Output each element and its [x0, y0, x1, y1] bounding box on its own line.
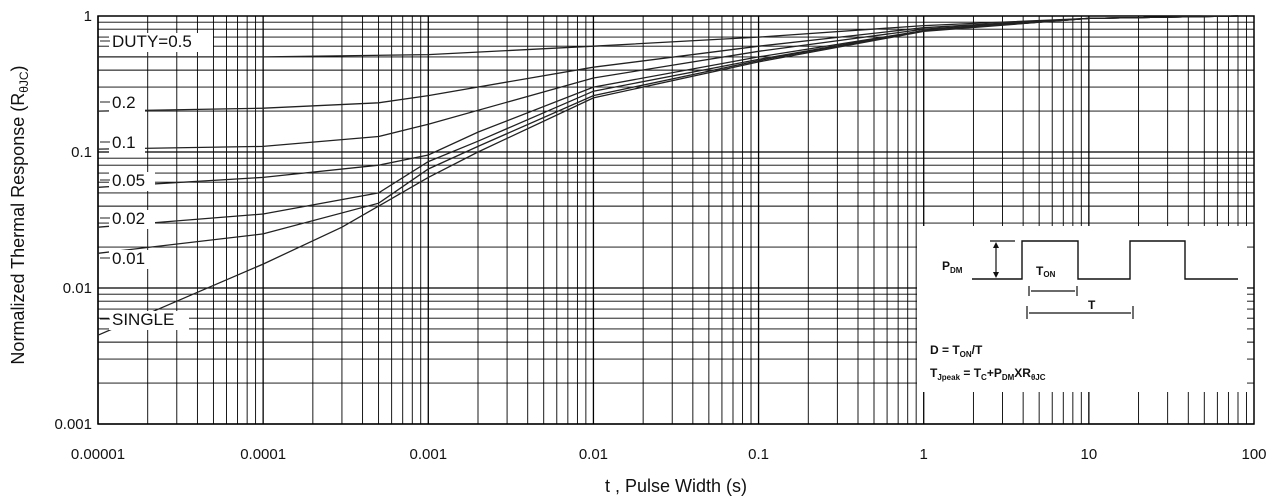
curve-label-3: 0.05: [112, 171, 145, 190]
curve-label-6: SINGLE: [112, 310, 174, 329]
ton-letter: T: [1036, 264, 1044, 278]
x-tick-label-3: 0.01: [579, 446, 608, 463]
tjpeak-b: = T: [960, 366, 982, 380]
curve-label-0: DUTY=0.5: [112, 32, 192, 51]
y-axis-title-sub: θJC: [17, 71, 31, 93]
curve-label-bg-6: [109, 311, 189, 330]
y-tick-label-2: 0.01: [63, 280, 92, 297]
curve-label-bg-3: [109, 172, 155, 191]
duty-formula-sub: ON: [960, 350, 972, 359]
series-line-6: [97, 15, 1239, 336]
x-tick-label-7: 100: [1241, 446, 1266, 463]
x-axis-title: t , Pulse Width (s): [605, 476, 747, 496]
y-tick-label-0: 1: [84, 8, 92, 25]
series-group: [97, 15, 1239, 336]
y-tick-label-1: 0.1: [71, 144, 92, 161]
x-tick-label-4: 0.1: [748, 446, 769, 463]
y-tick-labels: 1 0.1 0.01 0.001: [54, 8, 92, 433]
series-line-1: [97, 15, 1239, 112]
period-label: T: [1088, 298, 1096, 312]
duty-formula-b: /T: [972, 343, 983, 357]
y-tick-label-3: 0.001: [54, 416, 92, 433]
curve-label-bg-5: [109, 250, 151, 269]
curve-label-bg-0: [109, 33, 213, 52]
duty-formula-a: D = T: [930, 343, 960, 357]
pulse-diagram-inset: PDM TON T D = TON/T TJpeak = TC+PDMXRθJC: [917, 226, 1247, 392]
inset-background: [917, 226, 1247, 392]
x-tick-label-6: 10: [1081, 446, 1098, 463]
pdm-sub: DM: [950, 266, 963, 275]
curve-label-5: 0.01: [112, 249, 145, 268]
tjpeak-sub4: θJC: [1031, 373, 1046, 382]
curve-label-group: DUTY=0.5 0.2 0.1 0.05 0.02 0.01 SINGLE: [100, 32, 213, 330]
y-axis-title-main: Normalized Thermal Response (R: [8, 93, 28, 365]
series-line-2: [97, 15, 1239, 150]
ton-sub: ON: [1043, 270, 1055, 279]
tjpeak-c: +P: [987, 366, 1002, 380]
pdm-arrowhead-bottom: [993, 272, 999, 278]
minor-gridlines: [98, 16, 1254, 424]
series-line-5: [97, 15, 1239, 254]
curve-label-4: 0.02: [112, 209, 145, 228]
curve-label-2: 0.1: [112, 133, 136, 152]
curve-label-bg-4: [109, 210, 155, 229]
tjpeak-a: T: [930, 366, 938, 380]
x-tick-label-0: 0.00001: [71, 446, 125, 463]
x-tick-label-2: 0.001: [410, 446, 448, 463]
curve-label-1: 0.2: [112, 93, 136, 112]
y-axis-title-close: ): [8, 65, 28, 71]
tjpeak-formula: TJpeak = TC+PDMXRθJC: [930, 366, 1046, 382]
y-axis-title: Normalized Thermal Response (RθJC): [8, 65, 31, 364]
ton-label: TON: [1036, 264, 1056, 279]
duty-formula: D = TON/T: [930, 343, 983, 359]
pulse-waveform: [972, 240, 1238, 280]
tjpeak-sub1: Jpeak: [937, 373, 960, 382]
series-line-4: [97, 15, 1239, 228]
pdm-arrowhead-top: [993, 242, 999, 248]
pdm-label: PDM: [942, 259, 963, 275]
x-tick-labels: 0.00001 0.0001 0.001 0.01 0.1 1 10 100: [71, 446, 1267, 463]
x-tick-label-5: 1: [920, 446, 928, 463]
plot-frame: [97, 15, 1255, 425]
curve-label-bg-2: [109, 134, 145, 153]
tjpeak-sub2: C: [981, 373, 987, 382]
pdm-letter: P: [942, 259, 950, 273]
tjpeak-sub3: DM: [1002, 373, 1015, 382]
curve-label-bg-1: [109, 94, 145, 113]
tjpeak-d: XR: [1014, 366, 1031, 380]
x-tick-label-1: 0.0001: [240, 446, 286, 463]
